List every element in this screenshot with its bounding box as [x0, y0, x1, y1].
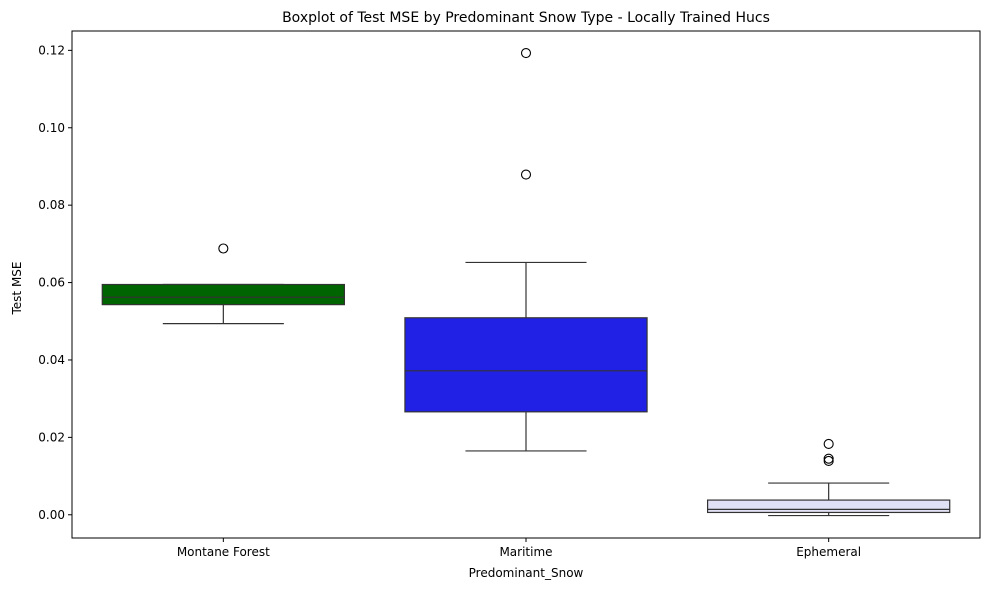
- y-tick-label: 0.02: [38, 430, 65, 444]
- x-tick-label: Ephemeral: [796, 545, 861, 559]
- chart-title: Boxplot of Test MSE by Predominant Snow …: [282, 10, 770, 26]
- box-ephemeral: [706, 499, 951, 514]
- y-tick-label: 0.08: [38, 198, 65, 212]
- plot-area: 0.00 0.02 0.04 0.06 0.08 0.10 0.12 Montane Fore…: [38, 30, 981, 559]
- x-axis-label: Predominant_Snow: [469, 566, 584, 580]
- y-tick-label: 0.06: [38, 276, 65, 290]
- y-axis-label: Test MSE: [10, 262, 24, 316]
- y-tick-label: 0.04: [38, 353, 65, 367]
- x-tick-label: Maritime: [499, 545, 552, 559]
- outlier-point: [823, 455, 834, 467]
- outlier-point: [520, 169, 532, 180]
- x-tick-label: Montane Forest: [177, 545, 270, 559]
- outlier-point: [823, 438, 834, 450]
- y-tick-label: 0.10: [38, 121, 65, 135]
- y-tick-label: 0.00: [38, 508, 65, 522]
- outlier-point: [823, 453, 834, 464]
- outlier-point: [218, 243, 229, 254]
- box-montane-forest: [101, 283, 346, 306]
- outlier-point: [520, 48, 532, 59]
- y-tick-label: 0.12: [38, 43, 65, 57]
- box-maritime: [404, 317, 648, 413]
